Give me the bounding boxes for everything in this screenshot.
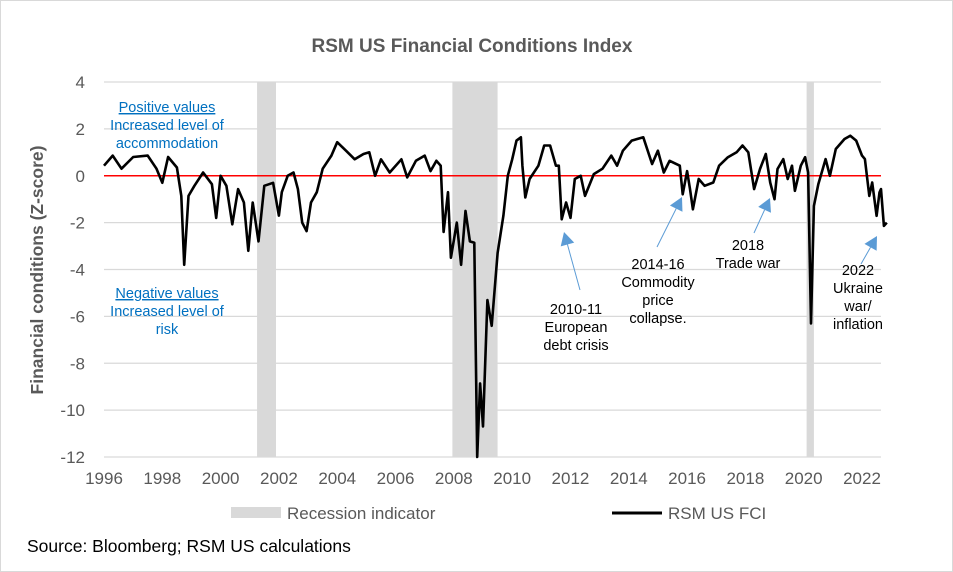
- annotation-arrowhead-icon: [864, 236, 877, 251]
- annotation-line: debt crisis: [543, 338, 608, 354]
- x-tick-label: 1998: [143, 469, 181, 488]
- y-tick-label: 0: [76, 167, 85, 186]
- legend-series-label: RSM US FCI: [668, 504, 766, 523]
- x-tick-label: 2000: [202, 469, 240, 488]
- x-tick-label: 2004: [318, 469, 356, 488]
- x-tick-label: 1996: [85, 469, 123, 488]
- annotation-arrow-shaft: [656, 208, 677, 248]
- y-tick-label: -2: [70, 214, 85, 233]
- region-notes: Positive values Increased level of accommo…: [110, 100, 225, 338]
- negative-note-line: Increased level of: [110, 304, 225, 320]
- y-tick-label: 4: [76, 73, 85, 92]
- y-tick-label: 2: [76, 120, 85, 139]
- x-tick-label: 2018: [726, 469, 764, 488]
- annotation-arrowhead-icon: [560, 232, 575, 247]
- annotations: 2010-11 European debt crisis 2014-16 Commodi…: [543, 197, 883, 354]
- y-tick-label: -6: [70, 307, 85, 326]
- legend-recession-swatch: [231, 507, 281, 518]
- annotation-line: price: [642, 293, 673, 309]
- annotation-arrow-shaft: [753, 209, 766, 234]
- x-tick-label: 2012: [552, 469, 590, 488]
- source-note: Source: Bloomberg; RSM US calculations: [27, 536, 351, 556]
- annotation-line: 2014-16: [631, 257, 684, 273]
- positive-note-line: Increased level of: [110, 118, 225, 134]
- annotation-line: 2010-11: [550, 302, 602, 318]
- annotation-arrow-shaft: [566, 244, 581, 291]
- negative-note-line: risk: [156, 322, 179, 338]
- annotation-line: collapse.: [629, 311, 686, 327]
- y-tick-label: -12: [60, 448, 85, 467]
- y-tick-label: -8: [70, 354, 85, 373]
- y-axis-label: Financial conditions (Z-score): [27, 146, 47, 395]
- annotation-line: Ukraine: [833, 281, 883, 297]
- annotation-line: 2022: [842, 263, 874, 279]
- annotation-arrow-shaft: [860, 247, 871, 265]
- annotation-line: Trade war: [716, 256, 781, 272]
- annotation-line: Commodity: [621, 275, 695, 291]
- y-tick-label: -10: [60, 401, 85, 420]
- annotation-line: inflation: [833, 317, 883, 333]
- annotation-arrowhead-icon: [758, 198, 771, 213]
- chart-title: RSM US Financial Conditions Index: [312, 36, 633, 57]
- x-tick-label: 2016: [668, 469, 706, 488]
- annotation-arrowhead-icon: [669, 197, 683, 212]
- x-tick-label: 2014: [610, 469, 648, 488]
- fci-series-line: [103, 134, 888, 459]
- positive-note-line: accommodation: [116, 136, 218, 152]
- x-tick-label: 2002: [260, 469, 298, 488]
- x-tick-label: 2006: [377, 469, 415, 488]
- annotation-line: war/: [843, 299, 872, 315]
- x-tick-labels: 1996 1998 2000 2002 2004 2006 2008 2010 2012 2014…: [85, 469, 881, 488]
- x-tick-label: 2010: [493, 469, 531, 488]
- x-tick-label: 2022: [843, 469, 881, 488]
- annotation-line: European: [545, 320, 608, 336]
- y-tick-label: -4: [70, 261, 85, 280]
- positive-note-line: Positive values: [119, 100, 216, 116]
- annotation-line: 2018: [732, 238, 764, 254]
- x-tick-label: 2008: [435, 469, 473, 488]
- x-tick-label: 2020: [785, 469, 823, 488]
- legend-recession-label: Recession indicator: [287, 504, 436, 523]
- negative-note-line: Negative values: [115, 286, 218, 302]
- y-tick-labels: 4 2 0 -2 -4 -6 -8 -10 -12: [60, 73, 85, 467]
